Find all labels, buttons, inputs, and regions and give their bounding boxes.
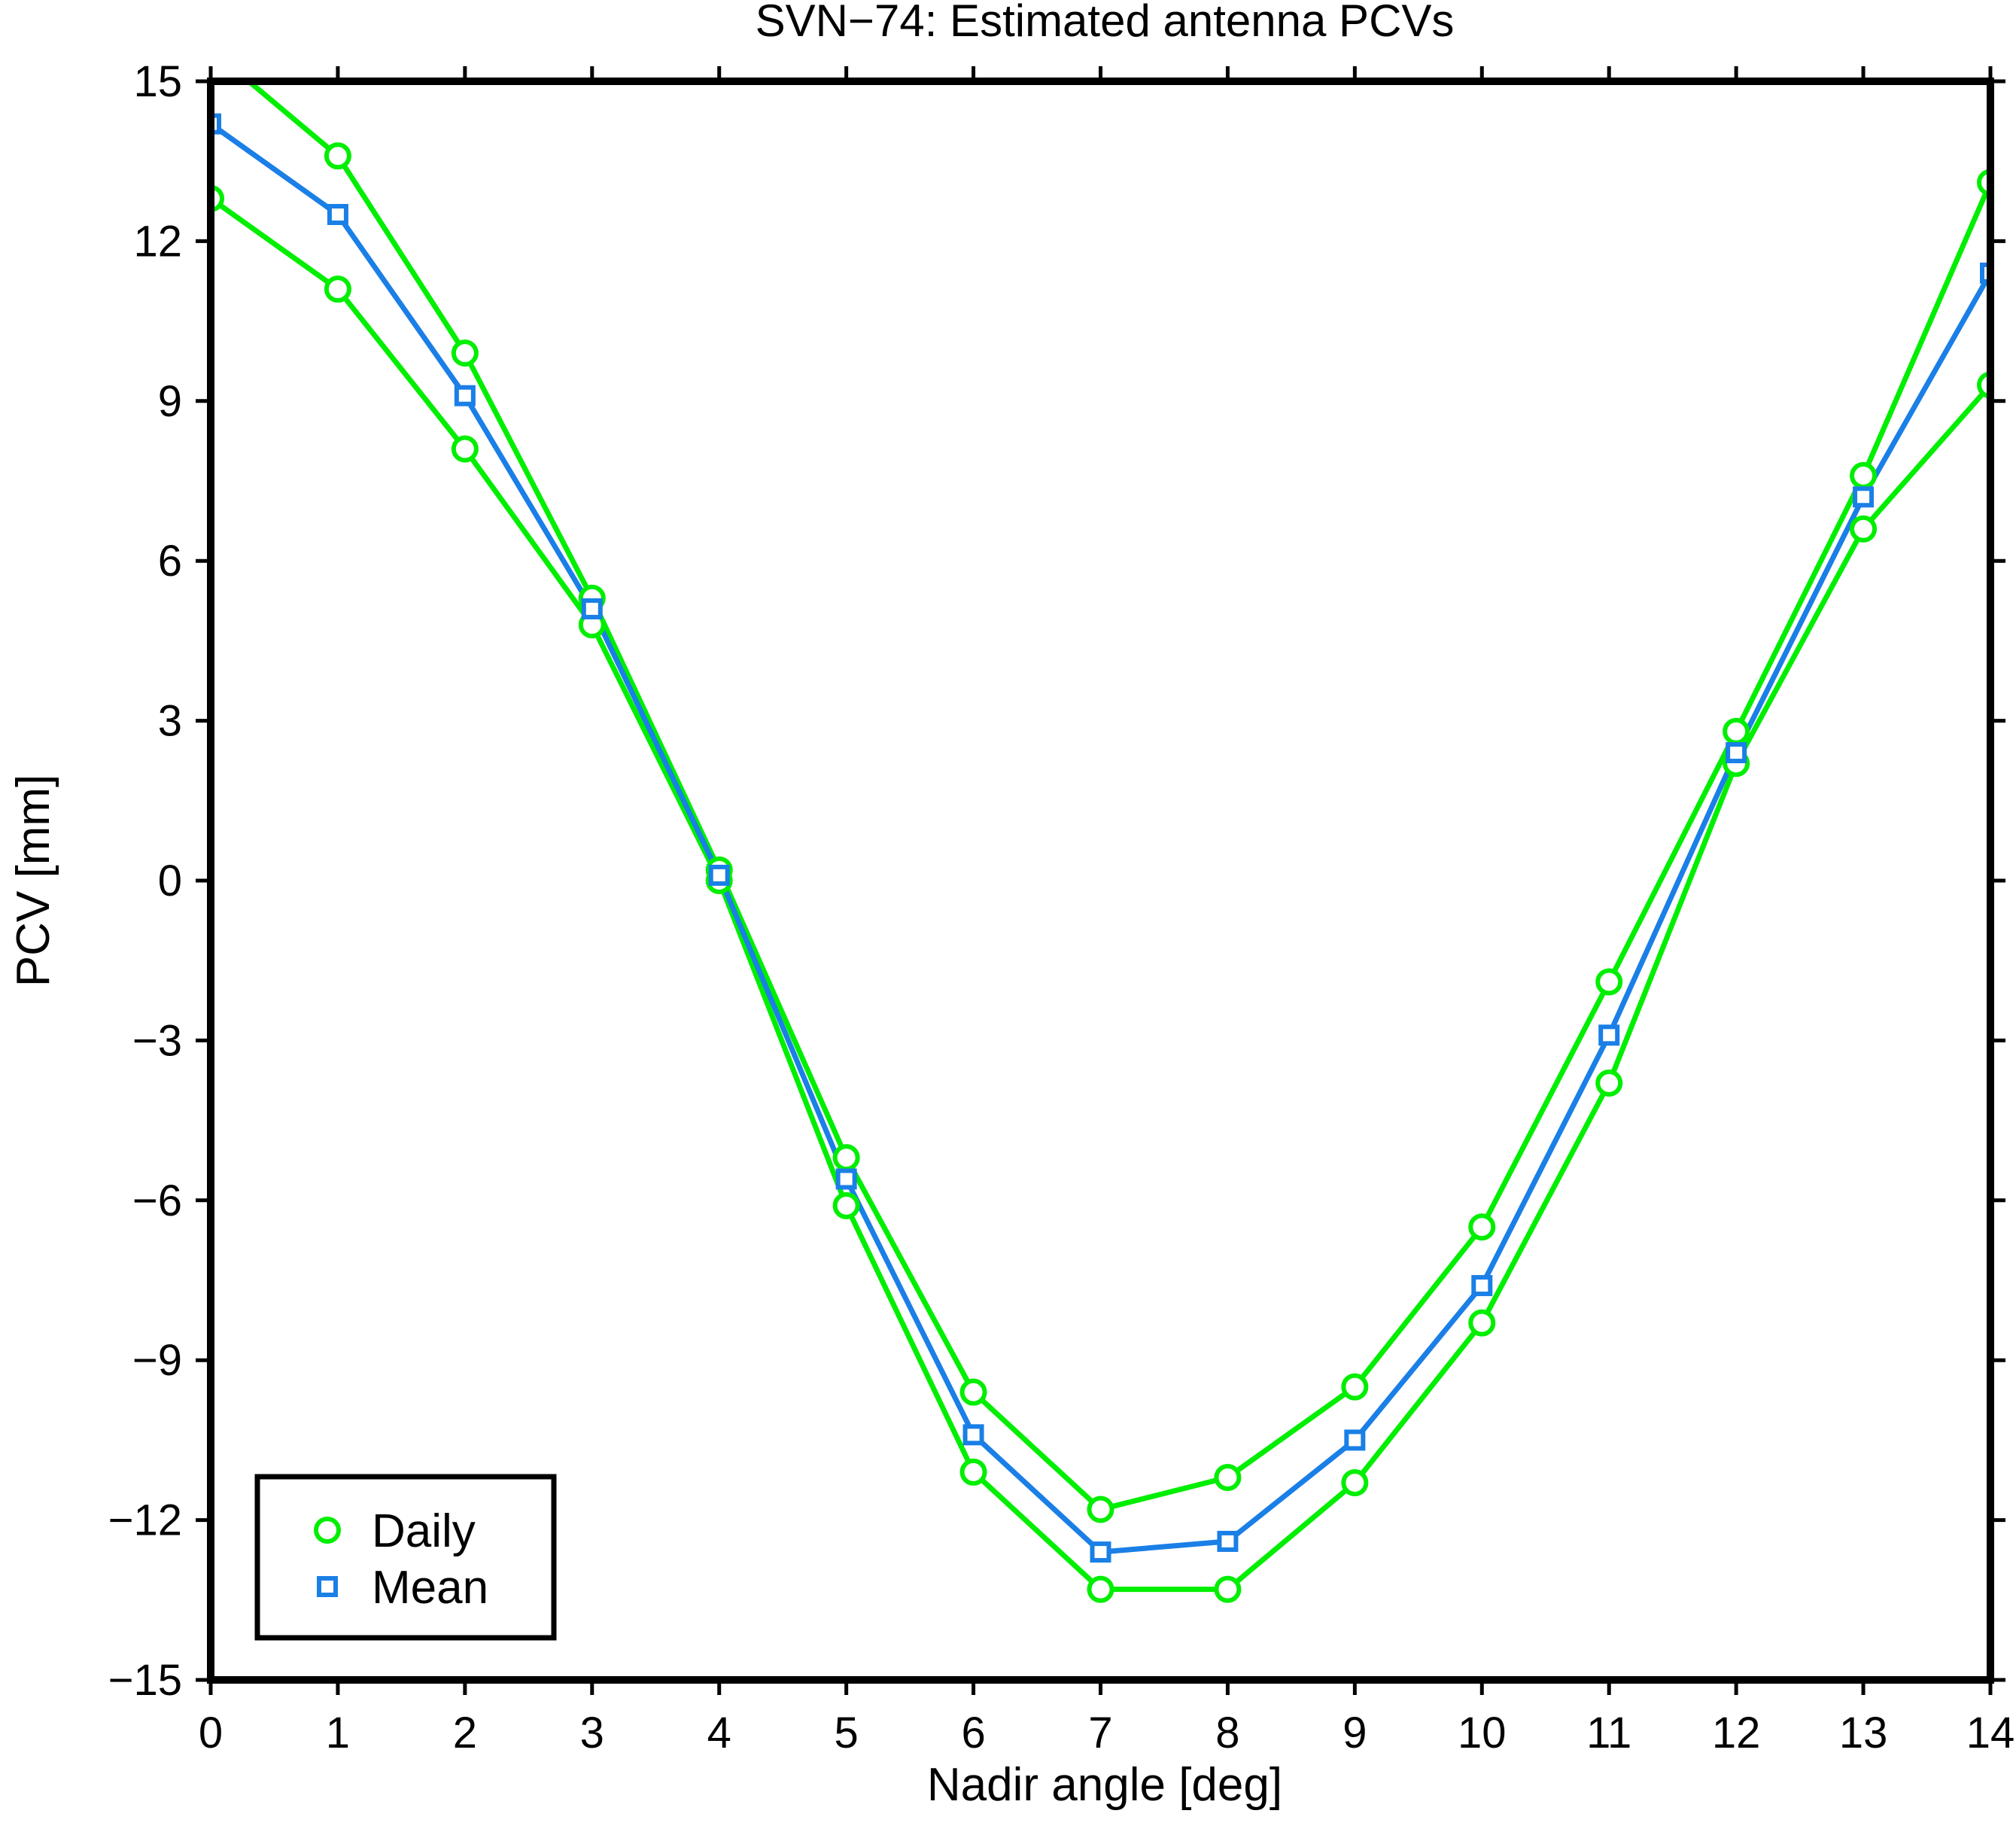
y-tick-label: 12 bbox=[133, 217, 182, 266]
data-point-square bbox=[1344, 1429, 1366, 1451]
x-tick-label: 11 bbox=[1586, 1709, 1631, 1757]
x-tick-label: 13 bbox=[1839, 1709, 1888, 1757]
data-point-square bbox=[1217, 1530, 1239, 1552]
x-tick-label: 5 bbox=[835, 1709, 859, 1757]
data-point-circle bbox=[1087, 1496, 1114, 1523]
data-point-circle bbox=[1595, 1070, 1623, 1097]
x-tick-label: 3 bbox=[580, 1709, 604, 1757]
data-point-circle bbox=[451, 339, 479, 367]
y-tick-labels: 15 12 9 6 3 0 −3 −6 −9 −12 −15 bbox=[108, 57, 182, 1705]
y-tick-label: −6 bbox=[132, 1176, 182, 1225]
y-tick-label: 6 bbox=[158, 537, 182, 586]
axes bbox=[207, 78, 1994, 1684]
legend-marker-circle bbox=[314, 1517, 341, 1544]
data-point-square bbox=[1980, 262, 1990, 284]
y-tick-label: −12 bbox=[108, 1496, 182, 1545]
legend-label: Mean bbox=[372, 1562, 488, 1614]
data-point-circle bbox=[832, 1144, 860, 1172]
y-tick-label: 15 bbox=[133, 57, 182, 106]
data-point-circle bbox=[1087, 1575, 1114, 1603]
data-point-circle bbox=[1341, 1469, 1369, 1497]
data-point-square bbox=[454, 385, 476, 406]
x-tick-label: 4 bbox=[707, 1709, 731, 1757]
data-point-square bbox=[962, 1424, 984, 1446]
legend-marker-square bbox=[317, 1576, 338, 1597]
data-point-square bbox=[1598, 1024, 1620, 1046]
data-point-circle bbox=[324, 275, 351, 303]
x-tick-label: 1 bbox=[326, 1709, 350, 1757]
x-tick-label: 10 bbox=[1458, 1709, 1507, 1757]
chart-title: SVN−74: Estimated antenna PCVs bbox=[756, 0, 1455, 46]
data-point-square bbox=[211, 113, 221, 135]
data-point-square bbox=[581, 598, 603, 619]
y-tick-label: −9 bbox=[132, 1336, 182, 1385]
data-point-circle bbox=[1341, 1373, 1369, 1401]
data-point-circle bbox=[959, 1458, 987, 1486]
data-point-circle bbox=[199, 38, 222, 61]
x-axis-label: Nadir angle [deg] bbox=[927, 1759, 1282, 1811]
data-point-circle bbox=[1468, 1309, 1496, 1337]
x-tick-label: 2 bbox=[453, 1709, 477, 1757]
data-point-circle bbox=[959, 1378, 987, 1406]
y-tick-label: 9 bbox=[158, 377, 182, 426]
y-tick-label: −15 bbox=[108, 1656, 182, 1705]
data-point-circle bbox=[1214, 1575, 1242, 1603]
plot-frame bbox=[207, 78, 1994, 1684]
y-tick-label: 0 bbox=[158, 857, 182, 905]
x-tick-label: 8 bbox=[1215, 1709, 1239, 1757]
data-point-square bbox=[1853, 486, 1875, 508]
legend-box bbox=[254, 1474, 557, 1641]
data-point-circle bbox=[832, 1191, 860, 1219]
series-line-1 bbox=[211, 196, 1990, 1593]
data-point-square bbox=[1726, 742, 1747, 764]
y-tick-label: −3 bbox=[132, 1016, 182, 1065]
data-point-circle bbox=[1468, 1213, 1496, 1241]
data-point-square bbox=[1471, 1275, 1493, 1297]
x-tick-label: 7 bbox=[1088, 1709, 1112, 1757]
y-axis-label: PCV [mm] bbox=[8, 774, 59, 987]
data-point-circle bbox=[1214, 1463, 1242, 1491]
series-line-2 bbox=[211, 121, 1990, 1555]
data-point-square bbox=[708, 864, 730, 886]
data-point-square bbox=[327, 204, 348, 225]
data-point-circle bbox=[1723, 717, 1750, 745]
data-point-circle bbox=[1850, 461, 1878, 489]
data-point-circle bbox=[451, 435, 479, 463]
y-tick-label: 3 bbox=[158, 697, 182, 746]
x-tick-label: 9 bbox=[1342, 1709, 1367, 1757]
data-point-square bbox=[1090, 1541, 1111, 1563]
x-tick-label: 6 bbox=[961, 1709, 985, 1757]
plot-area bbox=[199, 38, 1990, 1603]
x-tick-label: 12 bbox=[1712, 1709, 1761, 1757]
tick-marks bbox=[196, 66, 2005, 1695]
legend-label: Daily bbox=[372, 1505, 476, 1557]
x-tick-labels: 0 1 2 3 4 5 6 7 8 9 10 11 12 13 14 bbox=[199, 1709, 2014, 1757]
data-point-circle bbox=[1595, 968, 1623, 996]
data-point-circle bbox=[324, 142, 351, 170]
data-point-square bbox=[835, 1168, 857, 1190]
x-tick-label: 14 bbox=[1966, 1709, 2015, 1757]
data-point-circle bbox=[1850, 515, 1878, 543]
x-tick-label: 0 bbox=[199, 1709, 223, 1757]
